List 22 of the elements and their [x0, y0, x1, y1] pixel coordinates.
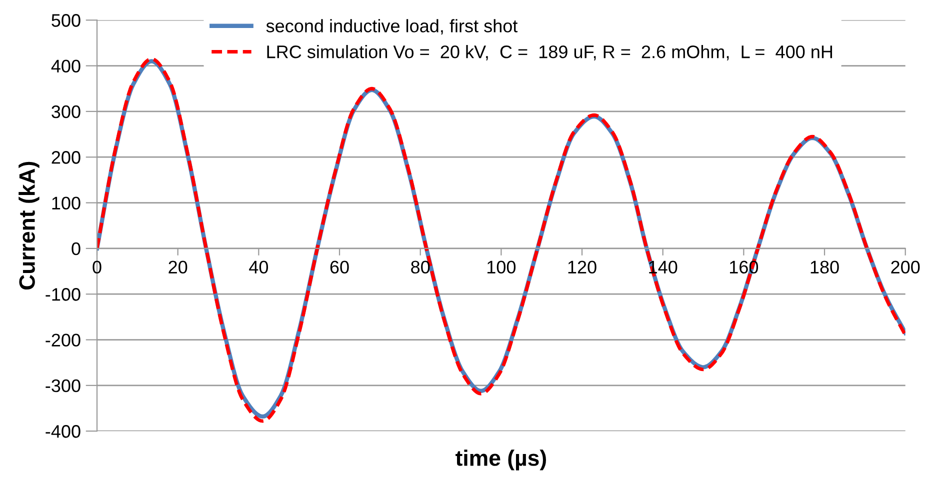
y-axis-title: Current (kA) — [18, 162, 40, 290]
x-tick-label: 200 — [891, 260, 920, 274]
y-tick-label: 400 — [51, 60, 80, 73]
y-tick-label: 300 — [52, 105, 80, 118]
x-tick-label: 0 — [92, 260, 102, 274]
x-tick-label: 100 — [487, 260, 516, 274]
x-tick-label: 40 — [249, 260, 268, 274]
x-tick-label: 180 — [810, 260, 839, 274]
y-tick-label: -400 — [46, 425, 80, 438]
y-tick-label: 100 — [52, 196, 80, 210]
y-tick-label: -200 — [46, 334, 80, 346]
legend-label: LRC simulation Vo = 20 kV, C = 189 uF, R = 2.6 mOhm, L = 400 nH — [267, 44, 832, 60]
x-tick-label: 20 — [168, 260, 188, 274]
x-tick-label: 60 — [330, 260, 349, 274]
y-tick-label: 0 — [72, 242, 80, 256]
y-tick-label: 200 — [52, 151, 80, 164]
y-tick-label: -300 — [46, 379, 80, 392]
y-tick-label: 500 — [52, 14, 80, 27]
x-tick-label: 120 — [568, 260, 596, 274]
legend-label: second inductive load, first shot — [266, 19, 518, 35]
x-axis-title: time (µs) — [456, 450, 546, 470]
y-tick-label: -100 — [46, 288, 80, 301]
